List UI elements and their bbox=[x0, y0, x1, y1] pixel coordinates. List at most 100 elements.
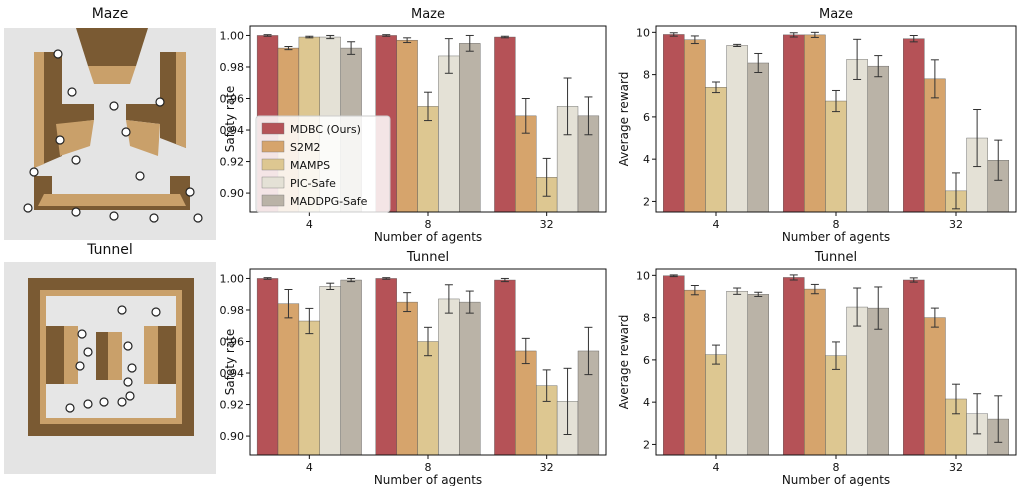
legend-label: S2M2 bbox=[290, 141, 320, 154]
x-tick-label: 32 bbox=[949, 218, 963, 231]
x-tick-label: 4 bbox=[306, 461, 313, 474]
maze-average-reward-chart: Maze 2 4 6 8 10 4 8 32 Number of agents Average re… bbox=[617, 7, 1017, 244]
y-axis-label: Average reward bbox=[617, 72, 631, 167]
bar bbox=[438, 55, 460, 213]
bar bbox=[684, 39, 706, 213]
bar bbox=[277, 303, 300, 456]
y-axis-label: Safety rate bbox=[223, 329, 237, 396]
bar bbox=[825, 100, 847, 213]
maze-environment-title: Maze bbox=[91, 6, 129, 22]
y-tick-label: 1.00 bbox=[220, 272, 245, 285]
x-tick-label: 4 bbox=[306, 218, 313, 231]
bar bbox=[417, 341, 439, 456]
y-tick-label: 0.96 bbox=[220, 336, 245, 349]
tunnel-safety-rate-chart: Tunnel 0.90 0.92 0.94 0.96 0.98 1.00 4 8 32 Number… bbox=[220, 250, 607, 486]
bar bbox=[705, 87, 727, 213]
x-tick-label: 4 bbox=[713, 218, 720, 231]
x-tick-label: 32 bbox=[540, 461, 554, 474]
y-tick-label: 0.92 bbox=[220, 156, 245, 169]
bar bbox=[494, 36, 516, 213]
legend: MDBC (Ours) S2M2 MAMPS PIC-Safe MADDPG-Safe bbox=[255, 115, 391, 213]
bar bbox=[375, 278, 397, 456]
legend-swatch bbox=[261, 194, 285, 207]
y-tick-label: 0.90 bbox=[220, 187, 245, 200]
chart-title: Maze bbox=[819, 7, 853, 22]
bar bbox=[924, 317, 946, 456]
bar bbox=[903, 279, 925, 456]
y-tick-label: 2 bbox=[643, 195, 650, 208]
y-tick-label: 0.90 bbox=[220, 430, 245, 443]
chart-title: Tunnel bbox=[814, 250, 857, 265]
x-axis-label: Number of agents bbox=[782, 230, 890, 244]
y-tick-label: 0.98 bbox=[220, 61, 245, 74]
y-tick-label: 2 bbox=[643, 438, 650, 451]
bar bbox=[903, 38, 925, 213]
bar bbox=[663, 275, 685, 456]
y-tick-label: 0.92 bbox=[220, 399, 245, 412]
x-axis-label: Number of agents bbox=[782, 473, 890, 486]
bar bbox=[494, 279, 516, 456]
bar bbox=[319, 286, 341, 456]
bar bbox=[782, 277, 805, 456]
x-tick-label: 32 bbox=[540, 218, 554, 231]
chart-title: Maze bbox=[411, 7, 445, 22]
bar bbox=[705, 354, 727, 456]
tunnel-environment-panel: Tunnel bbox=[0, 242, 220, 474]
bar bbox=[747, 62, 770, 213]
y-tick-label: 6 bbox=[643, 111, 650, 124]
y-tick-label: 0.96 bbox=[220, 93, 245, 106]
x-tick-label: 32 bbox=[949, 461, 963, 474]
bar bbox=[726, 45, 748, 213]
legend-label: MADDPG-Safe bbox=[290, 195, 368, 208]
bar bbox=[340, 279, 362, 456]
bar bbox=[782, 34, 805, 213]
bar bbox=[846, 59, 868, 213]
y-tick-label: 0.98 bbox=[220, 304, 245, 317]
y-tick-label: 4 bbox=[643, 153, 650, 166]
chart-title: Tunnel bbox=[406, 250, 449, 265]
legend-label: PIC-Safe bbox=[290, 177, 336, 190]
bar bbox=[867, 307, 889, 456]
bar bbox=[298, 320, 320, 456]
bar bbox=[459, 43, 481, 213]
tunnel-average-reward-chart: Tunnel 2 4 6 8 10 4 8 32 Number of agents Average … bbox=[617, 250, 1017, 486]
x-tick-label: 8 bbox=[425, 218, 432, 231]
bar bbox=[825, 355, 847, 456]
x-axis-label: Number of agents bbox=[374, 230, 482, 244]
y-tick-label: 4 bbox=[643, 396, 650, 409]
y-tick-label: 8 bbox=[643, 312, 650, 325]
legend-label: MDBC (Ours) bbox=[290, 123, 361, 136]
bar bbox=[804, 34, 826, 213]
y-axis-label: Safety rate bbox=[223, 86, 237, 153]
y-tick-label: 0.94 bbox=[220, 367, 245, 380]
x-tick-label: 8 bbox=[833, 461, 840, 474]
bar bbox=[256, 278, 279, 456]
x-tick-label: 8 bbox=[833, 218, 840, 231]
bar bbox=[924, 78, 946, 213]
bar bbox=[726, 290, 748, 456]
tunnel-environment-image bbox=[4, 262, 216, 474]
y-tick-label: 10 bbox=[636, 26, 650, 39]
y-tick-label: 6 bbox=[643, 354, 650, 367]
bar bbox=[396, 39, 418, 213]
bar bbox=[747, 294, 770, 456]
legend-label: MAMPS bbox=[290, 159, 330, 172]
y-tick-label: 10 bbox=[636, 269, 650, 282]
maze-environment-panel: Maze bbox=[0, 6, 220, 240]
bar bbox=[867, 65, 889, 213]
y-tick-label: 1.00 bbox=[220, 29, 245, 42]
bar bbox=[846, 306, 868, 456]
legend-swatch bbox=[261, 176, 285, 189]
bar bbox=[417, 106, 439, 213]
legend-swatch bbox=[261, 158, 285, 171]
x-tick-label: 4 bbox=[713, 461, 720, 474]
maze-environment-image bbox=[4, 28, 216, 240]
bar bbox=[515, 350, 537, 456]
bar bbox=[684, 289, 706, 456]
x-axis-label: Number of agents bbox=[374, 473, 482, 486]
bar bbox=[459, 301, 481, 456]
legend-swatch bbox=[261, 140, 285, 153]
maze-safety-rate-chart: Maze 0.90 0.92 0.94 0.96 0.98 1.00 4 8 32 Number o… bbox=[220, 7, 607, 244]
bar bbox=[438, 298, 460, 456]
y-tick-label: 8 bbox=[643, 69, 650, 82]
